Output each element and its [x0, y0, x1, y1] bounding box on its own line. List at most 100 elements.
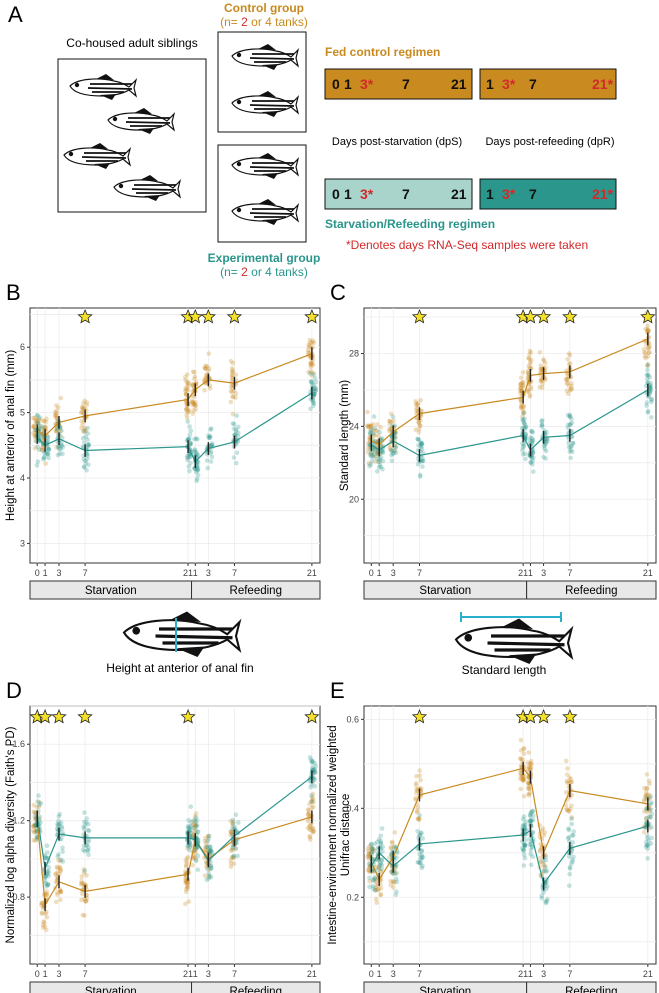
data-point	[566, 391, 571, 397]
data-point	[228, 358, 234, 364]
data-point	[644, 772, 650, 777]
data-point	[204, 844, 209, 850]
data-point	[529, 862, 534, 868]
data-point	[417, 833, 423, 838]
regimen-day-label: 3*	[360, 76, 374, 92]
data-point	[367, 430, 373, 435]
data-point	[522, 843, 528, 849]
data-point	[31, 423, 37, 429]
data-point	[415, 816, 421, 821]
data-point	[414, 403, 419, 409]
data-point	[645, 323, 650, 328]
data-point	[206, 871, 211, 877]
data-point	[45, 434, 51, 439]
data-point	[202, 873, 208, 878]
data-point	[185, 880, 190, 885]
data-point	[519, 386, 524, 391]
data-point	[525, 368, 530, 374]
data-point	[417, 813, 423, 818]
data-point	[387, 426, 392, 432]
data-point	[647, 375, 653, 380]
data-point	[43, 854, 48, 860]
data-point	[232, 421, 237, 427]
data-point	[540, 385, 545, 390]
data-point	[308, 406, 313, 412]
data-point	[414, 407, 419, 413]
data-point	[313, 388, 318, 393]
data-point	[188, 440, 193, 446]
data-point	[185, 410, 191, 415]
data-point	[53, 872, 58, 877]
data-point	[570, 859, 575, 864]
data-point	[206, 848, 211, 853]
data-point	[192, 403, 198, 408]
data-point	[541, 858, 546, 864]
data-point	[31, 415, 36, 421]
data-point	[310, 830, 316, 835]
data-point	[206, 833, 212, 839]
data-point	[570, 441, 576, 446]
data-point	[647, 792, 652, 798]
data-point	[365, 846, 371, 851]
data-point	[188, 824, 194, 829]
data-point	[231, 853, 237, 859]
plot-area	[363, 307, 657, 564]
data-point	[373, 876, 378, 882]
y-tick-label: 1.2	[12, 816, 25, 826]
data-point	[564, 388, 570, 394]
data-point	[564, 377, 570, 383]
data-point	[32, 816, 38, 822]
data-point	[529, 439, 535, 445]
data-point	[55, 821, 60, 827]
data-point	[520, 407, 526, 413]
data-point	[545, 884, 550, 889]
data-point	[79, 878, 84, 884]
data-point	[311, 767, 317, 772]
data-point	[183, 869, 188, 874]
data-point	[192, 374, 198, 379]
data-point	[186, 408, 191, 413]
data-point	[527, 765, 532, 771]
data-point	[388, 411, 394, 417]
data-point	[537, 350, 543, 355]
data-point	[531, 455, 536, 460]
data-point	[190, 382, 195, 387]
data-point	[35, 459, 41, 465]
data-point	[646, 350, 652, 356]
regimen-day-label: 21	[451, 76, 467, 92]
data-point	[388, 420, 394, 425]
data-point	[82, 868, 88, 873]
data-point	[563, 758, 569, 764]
data-point	[31, 809, 37, 815]
data-point	[415, 860, 421, 865]
strip-label: Starvation	[85, 986, 137, 993]
data-point	[543, 857, 549, 863]
y-tick-label: 24	[349, 421, 359, 431]
data-point	[393, 892, 399, 898]
data-point	[417, 860, 423, 866]
data-point	[54, 408, 59, 414]
data-point	[370, 421, 376, 427]
data-point	[186, 899, 192, 904]
data-point	[646, 814, 652, 819]
data-point	[186, 408, 192, 414]
data-point	[521, 410, 527, 415]
data-point	[81, 867, 87, 872]
data-point	[522, 842, 528, 848]
data-point	[374, 450, 380, 456]
data-point	[306, 369, 311, 375]
data-point	[84, 400, 90, 405]
data-point	[565, 766, 570, 771]
data-point	[530, 854, 536, 859]
data-point	[543, 886, 549, 892]
data-point	[308, 837, 313, 842]
data-point	[530, 458, 535, 464]
data-point	[308, 379, 314, 385]
plot-area	[363, 705, 657, 965]
data-point	[203, 366, 209, 372]
strip-label: Refeeding	[230, 986, 282, 993]
starvation-regimen-title: Starvation/Refeeding regimen	[325, 217, 495, 231]
data-point	[58, 820, 64, 825]
data-point	[188, 804, 194, 809]
data-point	[203, 847, 209, 853]
